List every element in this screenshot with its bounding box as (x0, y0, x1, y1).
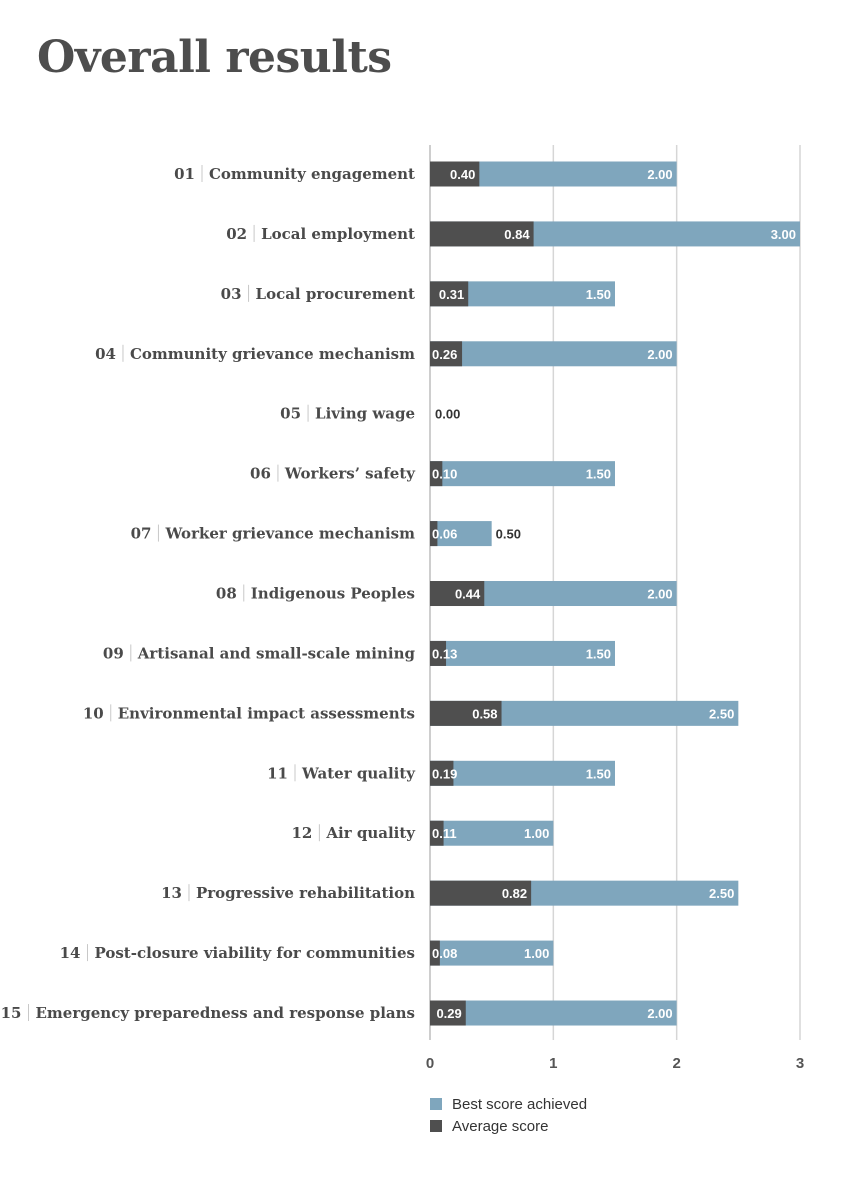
row-label-04: Community grievance mechanism (130, 345, 415, 363)
data-label-average-10: 0.58 (472, 706, 497, 721)
data-label-average-08: 0.44 (455, 587, 481, 602)
row-number-15: 15 (1, 1004, 22, 1022)
data-label-average-07: 0.06 (432, 527, 457, 542)
bar-average-07 (430, 521, 438, 547)
row-label-07: Worker grievance mechanism (164, 525, 415, 543)
row-label-15: Emergency preparedness and response plan… (36, 1004, 416, 1022)
bar-best-14 (430, 940, 554, 966)
bar-average-13 (430, 880, 532, 906)
bar-average-08 (430, 581, 485, 607)
bar-best-09 (430, 640, 615, 666)
data-label-best-06: 1.50 (586, 467, 611, 482)
row-number-03: 03 (221, 285, 242, 303)
row-label-14: Post-closure viability for communities (94, 944, 415, 962)
data-label-average-15: 0.29 (436, 1006, 461, 1021)
legend-item-average: Average score (430, 1115, 587, 1137)
bar-average-04 (430, 341, 463, 367)
bar-best-12 (430, 820, 554, 846)
data-label-average-01: 0.40 (450, 167, 475, 182)
bar-average-02 (430, 221, 534, 247)
data-label-best-11: 1.50 (586, 766, 611, 781)
row-number-14: 14 (60, 944, 81, 962)
chart-legend: Best score achieved Average score (430, 1093, 587, 1137)
legend-label-average: Average score (452, 1117, 549, 1135)
bar-average-06 (430, 461, 443, 487)
row-label-12: Air quality (325, 824, 416, 842)
row-label-13: Progressive rehabilitation (196, 884, 415, 902)
bar-best-06 (430, 461, 615, 487)
data-label-average-11: 0.19 (432, 766, 457, 781)
x-tick-label-3: 3 (796, 1055, 804, 1072)
bar-average-03 (430, 281, 469, 307)
data-label-best-01: 2.00 (647, 167, 672, 182)
row-number-09: 09 (103, 644, 124, 662)
row-number-08: 08 (216, 585, 237, 603)
data-label-average-02: 0.84 (504, 227, 530, 242)
row-label-05: Living wage (315, 405, 415, 423)
bar-best-15 (430, 1000, 677, 1026)
data-label-average-04: 0.26 (432, 347, 457, 362)
row-label-09: Artisanal and small-scale mining (137, 644, 416, 662)
data-label-best-15: 2.00 (647, 1006, 672, 1021)
row-number-01: 01 (174, 165, 195, 183)
data-label-best-12: 1.00 (524, 826, 549, 841)
data-label-best-13: 2.50 (709, 886, 734, 901)
x-tick-label-2: 2 (672, 1055, 680, 1072)
data-label-average-03: 0.31 (439, 287, 464, 302)
bar-average-11 (430, 760, 454, 786)
row-number-13: 13 (161, 884, 182, 902)
row-number-12: 12 (292, 824, 313, 842)
data-label-best-02: 3.00 (771, 227, 796, 242)
bar-average-10 (430, 700, 502, 726)
row-number-05: 05 (280, 405, 301, 423)
row-number-07: 07 (131, 525, 152, 543)
x-tick-label-1: 1 (549, 1055, 557, 1072)
data-label-average-12: 0.11 (432, 826, 457, 841)
bar-average-12 (430, 820, 444, 846)
row-number-04: 04 (95, 345, 116, 363)
data-label-average-06: 0.10 (432, 467, 457, 482)
data-label-best-08: 2.00 (647, 587, 672, 602)
bar-best-07 (430, 521, 492, 547)
bar-average-09 (430, 640, 447, 666)
bar-average-01 (430, 161, 480, 187)
row-number-10: 10 (83, 704, 104, 722)
page-title: Overall results (37, 32, 392, 83)
data-label-best-09: 1.50 (586, 646, 611, 661)
row-label-11: Water quality (301, 764, 416, 782)
legend-swatch-best (430, 1098, 442, 1110)
data-label-average-09: 0.13 (432, 646, 457, 661)
bar-average-14 (430, 940, 440, 966)
legend-swatch-average (430, 1120, 442, 1132)
bar-average-15 (430, 1000, 466, 1026)
data-label-best-10: 2.50 (709, 706, 734, 721)
row-label-03: Local procurement (256, 285, 416, 303)
row-label-01: Community engagement (209, 165, 415, 183)
legend-label-best: Best score achieved (452, 1095, 588, 1113)
data-label-best-03: 1.50 (586, 287, 611, 302)
legend-item-best: Best score achieved (430, 1093, 587, 1115)
data-label-average-14: 0.08 (432, 946, 457, 961)
bar-best-11 (430, 760, 615, 786)
row-number-02: 02 (226, 225, 247, 243)
row-label-08: Indigenous Peoples (251, 585, 415, 603)
data-label-average-13: 0.82 (502, 886, 527, 901)
data-label-average-05: 0.00 (435, 407, 460, 422)
data-label-best-14: 1.00 (524, 946, 549, 961)
row-number-11: 11 (267, 764, 288, 782)
row-label-02: Local employment (261, 225, 415, 243)
data-label-best-07: 0.50 (496, 527, 521, 542)
data-label-best-04: 2.00 (647, 347, 672, 362)
row-label-10: Environmental impact assessments (118, 704, 415, 722)
bar-best-04 (430, 341, 677, 367)
row-number-06: 06 (250, 465, 271, 483)
row-label-06: Workers’ safety (284, 465, 416, 483)
x-tick-label-0: 0 (426, 1055, 434, 1072)
